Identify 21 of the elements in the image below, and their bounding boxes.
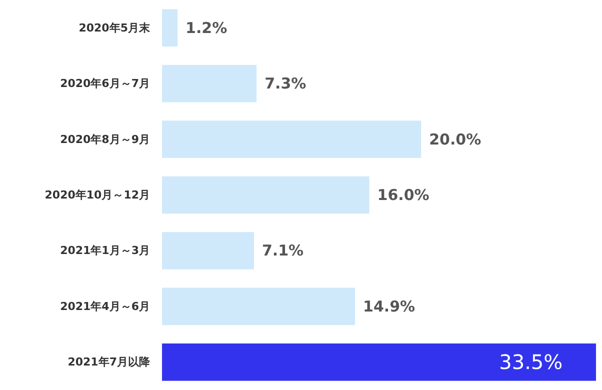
data-label: 7.1% [262,242,304,260]
bar [162,288,356,326]
data-label: 16.0% [377,186,430,204]
bar [162,120,422,158]
data-label: 33.5% [499,350,563,374]
bar [162,176,370,214]
data-label: 1.2% [186,18,228,37]
y-tick-label: 2020年6月～7月 [60,77,150,90]
bar [162,343,596,381]
bar [162,64,257,102]
data-label: 20.0% [429,130,482,148]
y-tick-label: 2020年8月～9月 [60,132,150,146]
y-tick-label: 2021年4月～6月 [60,300,150,313]
data-label: 14.9% [363,297,416,316]
y-tick-label: 2020年10月～12月 [44,188,150,202]
data-label: 7.3% [264,74,306,93]
bar [162,232,254,270]
y-tick-label: 2021年7月以降 [68,356,151,369]
y-tick-label: 2020年5月末 [78,21,151,34]
y-tick-label: 2021年1月～3月 [60,244,150,258]
bar [162,9,178,47]
